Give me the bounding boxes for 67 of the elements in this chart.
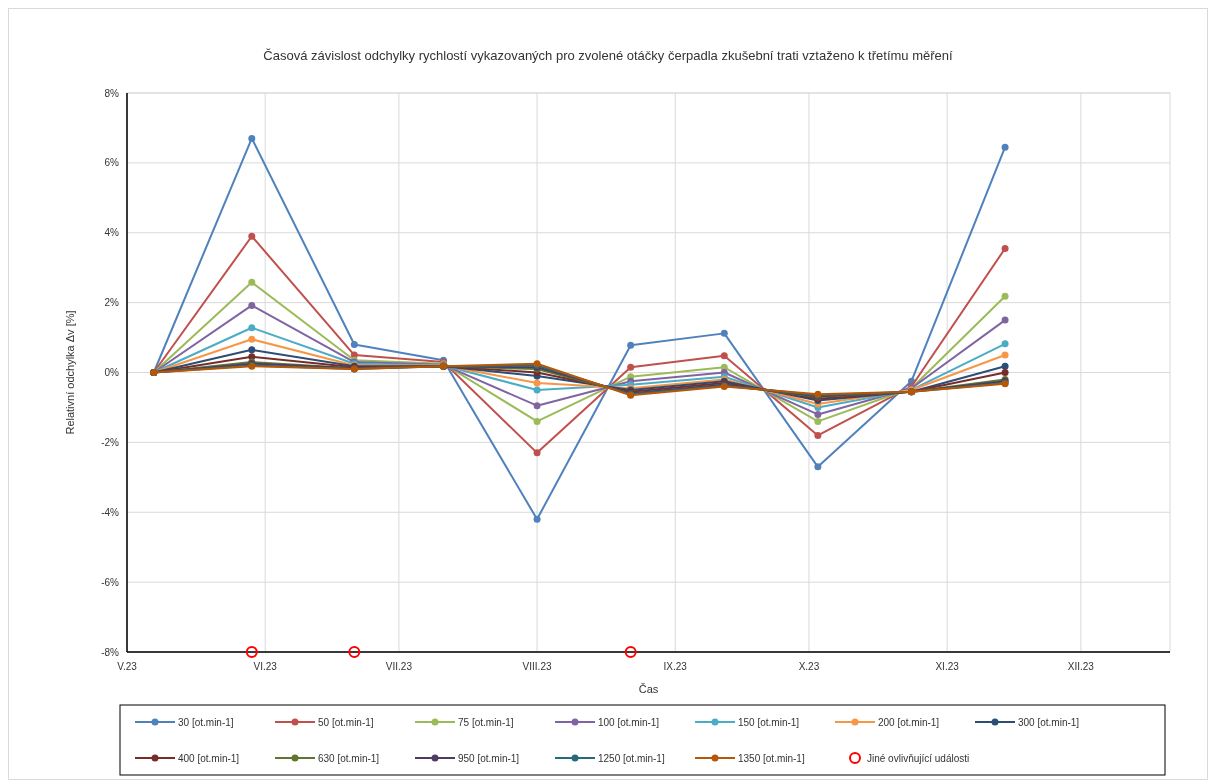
legend-label: 950 [ot.min-1] bbox=[458, 752, 520, 764]
x-tick-label: VII.23 bbox=[385, 661, 413, 672]
x-tick-label: VIII.23 bbox=[522, 661, 552, 672]
y-tick-label: -4% bbox=[101, 506, 120, 518]
point bbox=[814, 463, 822, 471]
y-tick-label: -2% bbox=[101, 436, 120, 448]
x-tick-label: IX.23 bbox=[663, 661, 688, 672]
point bbox=[814, 417, 822, 425]
point bbox=[720, 352, 728, 360]
point bbox=[248, 232, 256, 240]
point bbox=[1001, 340, 1009, 348]
point bbox=[814, 410, 822, 418]
x-tick-label: XII.23 bbox=[1067, 661, 1095, 672]
legend-label: 50 [ot.min-1] bbox=[318, 716, 374, 728]
point bbox=[248, 324, 256, 332]
point bbox=[350, 341, 358, 349]
point bbox=[248, 301, 256, 309]
legend-label: 1250 [ot.min-1] bbox=[598, 752, 665, 764]
x-tick-label: X.23 bbox=[798, 661, 820, 672]
point bbox=[248, 335, 256, 343]
y-tick-label: -6% bbox=[101, 576, 120, 588]
point bbox=[1001, 292, 1009, 300]
point bbox=[627, 363, 635, 371]
legend-label: 300 [ot.min-1] bbox=[1018, 716, 1080, 728]
legend-label: Jiné ovlivňující události bbox=[867, 752, 970, 764]
y-tick-label: 2% bbox=[104, 297, 120, 309]
point bbox=[533, 379, 541, 387]
chart-title: Časová závislost odchylky rychlostí vykazovaných pro zvolené otáčky čerpadla zkušební trati vztaženo k třetímu měření bbox=[263, 48, 954, 63]
y-tick-label: 0% bbox=[104, 367, 120, 378]
y-tick-label: 8% bbox=[104, 87, 120, 99]
point bbox=[1001, 244, 1009, 252]
legend-label: 630 [ot.min-1] bbox=[318, 752, 380, 764]
legend-label: 75 [ot.min-1] bbox=[458, 716, 514, 728]
point bbox=[248, 134, 256, 142]
legend-label: 150 [ot.min-1] bbox=[738, 716, 800, 728]
point bbox=[533, 515, 541, 523]
x-tick-label: VI.23 bbox=[253, 661, 278, 672]
y-tick-label: -8% bbox=[101, 646, 120, 658]
point bbox=[720, 329, 728, 337]
point bbox=[533, 449, 541, 457]
x-tick-label: V.23 bbox=[117, 661, 138, 672]
legend-label: 200 [ot.min-1] bbox=[878, 716, 940, 728]
x-axis-title: Čas bbox=[638, 683, 659, 695]
point bbox=[248, 346, 256, 354]
point bbox=[1001, 369, 1009, 376]
y-tick-label: 6% bbox=[104, 157, 120, 169]
point bbox=[624, 646, 637, 658]
point bbox=[533, 417, 541, 425]
x-tick-label: XI.23 bbox=[935, 661, 960, 672]
point bbox=[1001, 316, 1009, 324]
point bbox=[248, 353, 256, 361]
legend-label: 400 [ot.min-1] bbox=[178, 752, 240, 764]
point bbox=[1001, 362, 1009, 370]
point bbox=[627, 341, 635, 349]
point bbox=[348, 646, 361, 658]
point bbox=[814, 431, 822, 439]
point bbox=[1001, 351, 1009, 359]
point bbox=[533, 386, 541, 394]
legend-label: 30 [ot.min-1] bbox=[178, 716, 234, 728]
y-axis-title: Relativní odchylka Δv [%] bbox=[64, 310, 76, 435]
point bbox=[245, 646, 258, 658]
legend-label: 100 [ot.min-1] bbox=[598, 716, 660, 728]
point bbox=[1001, 143, 1009, 151]
legend-label: 1350 [ot.min-1] bbox=[738, 752, 805, 764]
point bbox=[248, 278, 256, 286]
y-tick-label: 4% bbox=[104, 227, 120, 239]
point bbox=[533, 402, 541, 410]
